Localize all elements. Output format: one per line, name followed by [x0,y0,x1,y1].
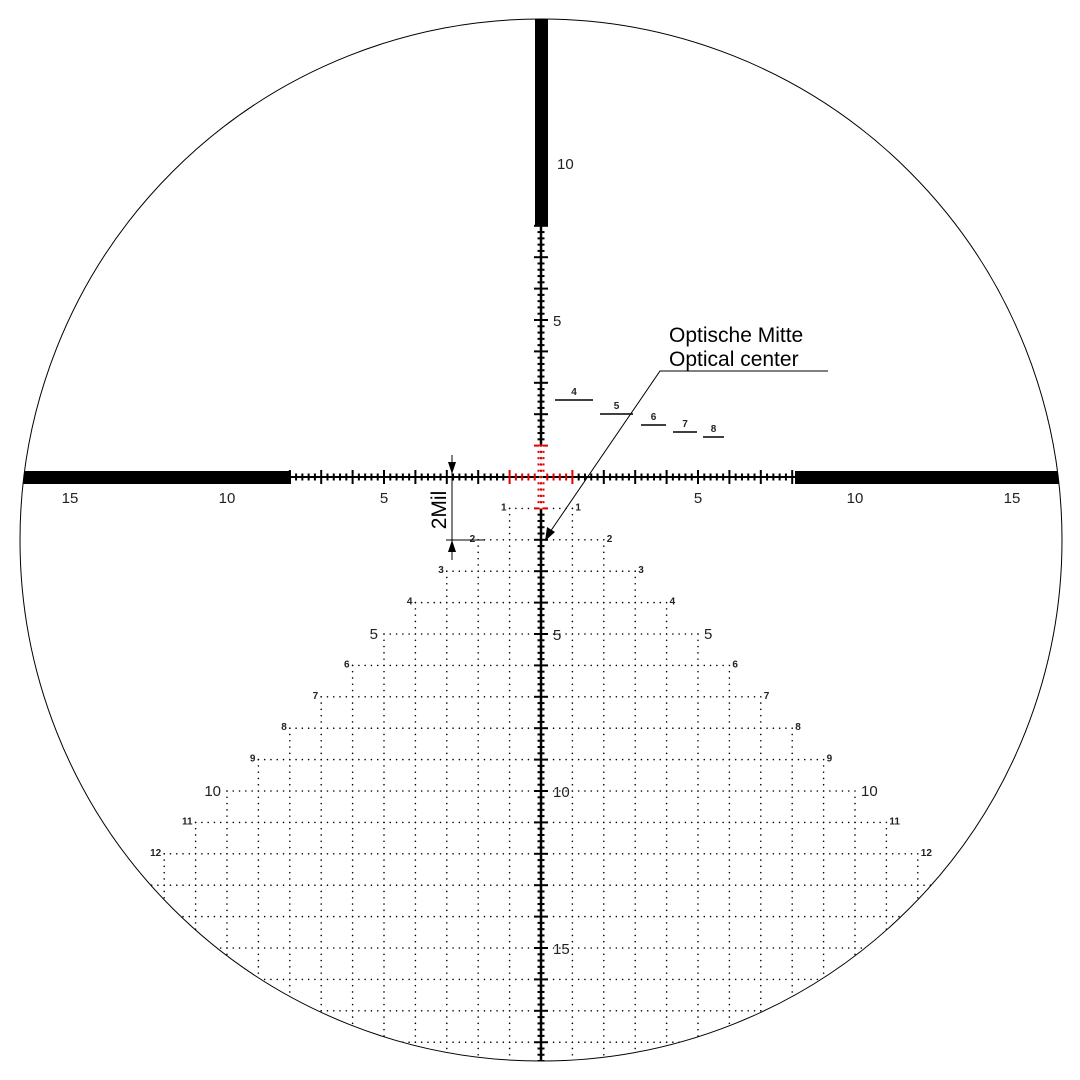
tree-row-label: 7 [764,691,770,702]
tree-row-label: 10 [204,783,221,800]
tree-row-label: 1 [501,502,507,513]
tree-row-label: 3 [638,565,644,576]
tree-row-label: 4 [670,597,676,608]
tree-row-label: 2 [607,534,613,545]
callout-line-german: Optische Mitte [669,324,803,347]
tree-row-label: 5 [704,626,712,643]
right-thick-post [795,471,1062,484]
vertical-scale-label: 5 [553,627,561,644]
vertical-scale-label: 10 [557,156,574,173]
holdover-label: 8 [711,424,717,435]
tree-row-label: 12 [921,848,933,859]
holdover-label: 6 [651,412,657,423]
vertical-scale-label: 10 [553,784,570,801]
field-of-view-circle [19,18,1063,1062]
top-thick-post [535,19,548,225]
tree-row-label: 6 [344,659,350,670]
horizontal-scale-label: 10 [847,490,864,507]
tree-row-label: 11 [182,816,193,827]
tree-row-label: 12 [150,848,162,859]
optical-center-callout: Optische Mitte Optical center [545,324,828,541]
arrow-icon [545,527,555,541]
horizontal-scale-label: 15 [62,490,79,507]
horizontal-scale-label: 15 [1004,490,1021,507]
horizontal-scale-label: 5 [694,490,702,507]
dimension-annotation: 2Mil [428,455,485,560]
tree-row-label: 3 [438,565,444,576]
tree-row-label: 8 [795,722,801,733]
tree-row-label: 6 [732,659,738,670]
tree-row-label: 5 [370,626,378,643]
arrow-down-icon [448,462,456,474]
tree-row-label: 1 [575,502,581,513]
tree-row-label: 9 [827,754,833,765]
dimension-label: 2Mil [428,491,451,530]
tree-row-label: 8 [281,722,287,733]
horizontal-scale-label: 10 [219,490,236,507]
holdover-label: 5 [614,401,620,412]
tree-row-label: 2 [470,534,476,545]
callout-line-english: Optical center [669,348,799,371]
horizontal-scale-label: 5 [380,490,388,507]
tree-row-label: 4 [407,597,413,608]
tree-row-label: 9 [250,754,256,765]
tree-row-label: 10 [861,783,878,800]
vertical-scale-label: 5 [553,313,561,330]
holdover-label: 7 [682,419,688,430]
holdover-label: 4 [571,387,577,398]
arrow-up-icon [448,540,456,552]
callout-leader [549,370,828,533]
vertical-scale-label: 15 [553,941,570,958]
tree-row-label: 7 [313,691,319,702]
tree-row-label: 11 [889,816,900,827]
left-thick-post [20,471,291,484]
